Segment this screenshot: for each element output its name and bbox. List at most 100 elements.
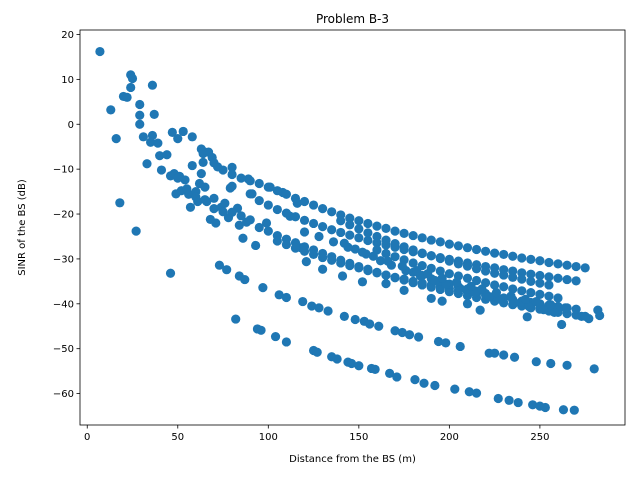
data-point xyxy=(538,305,549,315)
data-point xyxy=(162,150,172,160)
data-point xyxy=(245,189,255,199)
data-point xyxy=(480,266,491,276)
data-point xyxy=(299,227,310,237)
data-point xyxy=(419,378,429,388)
data-point xyxy=(227,169,237,180)
data-point xyxy=(520,294,531,304)
y-tick-label: 20 xyxy=(61,30,74,41)
data-point xyxy=(385,368,395,378)
data-point xyxy=(281,337,292,347)
data-point xyxy=(222,265,232,275)
data-point xyxy=(365,319,375,329)
data-point xyxy=(471,275,482,286)
data-point xyxy=(417,233,427,243)
data-point xyxy=(142,159,152,169)
x-tick-label: 100 xyxy=(259,432,278,443)
data-point xyxy=(540,402,550,413)
data-point xyxy=(390,326,400,336)
data-point xyxy=(254,178,264,189)
data-point xyxy=(397,261,407,271)
data-point xyxy=(336,258,346,268)
y-tick-label: −30 xyxy=(53,254,74,265)
data-point xyxy=(298,296,308,307)
data-point xyxy=(508,284,518,294)
data-point xyxy=(462,261,473,271)
data-point xyxy=(227,181,237,191)
data-point xyxy=(131,226,141,236)
data-point xyxy=(354,263,364,273)
data-point xyxy=(390,226,400,236)
data-point xyxy=(531,296,541,307)
data-point xyxy=(466,281,476,291)
data-point xyxy=(345,213,355,223)
data-point xyxy=(571,276,581,286)
data-point xyxy=(370,364,380,374)
data-point xyxy=(580,263,590,273)
y-tick-label: 0 xyxy=(68,120,74,131)
data-point xyxy=(392,372,402,382)
data-point xyxy=(455,341,465,352)
data-point xyxy=(308,218,319,229)
data-point xyxy=(509,298,520,308)
data-point xyxy=(571,261,581,272)
data-point xyxy=(357,247,368,257)
data-point xyxy=(122,92,132,102)
data-point xyxy=(444,239,454,249)
data-point xyxy=(535,256,545,266)
data-point xyxy=(261,218,272,228)
data-point xyxy=(444,269,454,279)
data-point xyxy=(399,228,409,238)
data-point xyxy=(363,218,373,229)
data-point xyxy=(381,270,391,280)
data-point xyxy=(220,198,230,208)
data-point xyxy=(173,134,183,144)
data-point xyxy=(323,306,333,316)
data-point xyxy=(263,200,273,210)
data-point xyxy=(236,211,246,221)
data-point xyxy=(504,395,514,405)
data-point xyxy=(408,245,418,255)
x-tick-label: 0 xyxy=(84,432,90,443)
data-point xyxy=(535,270,545,281)
y-tick-label: −50 xyxy=(53,344,74,355)
chart-title: Problem B-3 xyxy=(316,12,389,26)
data-point xyxy=(375,256,386,266)
data-point xyxy=(299,196,310,207)
data-point xyxy=(200,195,210,205)
data-point xyxy=(490,268,500,278)
data-point xyxy=(408,230,418,241)
data-point xyxy=(180,175,190,185)
data-point xyxy=(408,258,418,268)
data-point xyxy=(553,259,563,269)
data-point xyxy=(413,332,424,342)
data-point xyxy=(135,110,145,120)
data-point xyxy=(187,160,197,171)
data-point xyxy=(452,277,462,287)
data-point xyxy=(135,99,145,110)
data-point xyxy=(263,182,273,192)
data-point xyxy=(426,251,436,261)
data-point xyxy=(281,239,292,250)
data-point xyxy=(231,314,241,324)
data-point xyxy=(517,274,527,284)
data-point xyxy=(318,222,328,232)
data-point xyxy=(327,225,337,235)
data-point xyxy=(115,198,125,208)
data-point xyxy=(182,184,192,194)
data-point xyxy=(372,221,382,231)
data-point xyxy=(258,283,268,293)
y-tick-label: −10 xyxy=(53,165,74,176)
data-point xyxy=(290,193,301,203)
data-point xyxy=(374,321,384,331)
data-point xyxy=(399,274,409,284)
data-point xyxy=(544,280,554,290)
data-point xyxy=(178,126,188,137)
data-point xyxy=(430,275,440,286)
y-axis-label: SINR of the BS (dB) xyxy=(17,179,28,276)
data-point xyxy=(263,226,273,236)
data-point xyxy=(417,278,427,288)
data-point xyxy=(272,236,282,246)
data-point xyxy=(245,215,255,225)
data-point xyxy=(209,158,219,168)
data-point xyxy=(580,311,590,321)
